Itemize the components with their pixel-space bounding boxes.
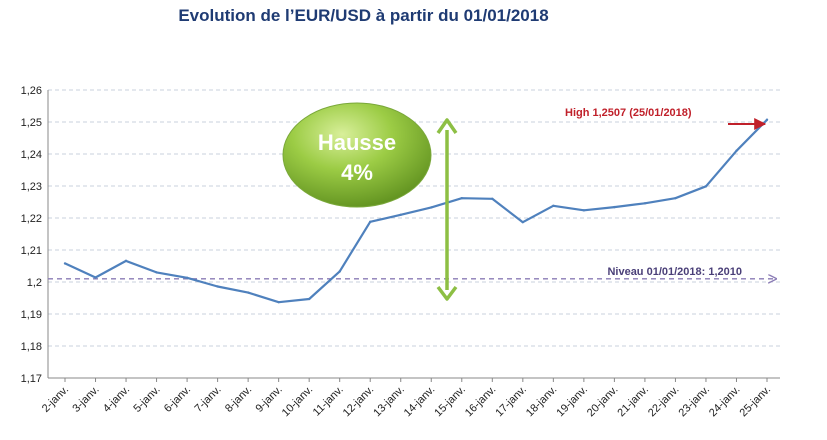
x-tick-label: 13-janv. (371, 384, 407, 420)
hausse-arrow (436, 118, 458, 301)
data-point (582, 209, 586, 212)
x-tick-labels: 2-janv. 3-janv. 4-janv. 5-janv. 6-janv. 7-jan… (40, 384, 773, 420)
data-point (552, 204, 555, 208)
x-tick-label: 2-janv. (40, 384, 71, 415)
data-point (460, 196, 463, 200)
data-point (643, 202, 647, 205)
data-point (185, 276, 189, 280)
data-point (246, 291, 250, 294)
y-tick-label: 1,18 (21, 341, 42, 353)
y-tick-label: 1,23 (21, 181, 42, 193)
reference-label: Niveau 01/01/2018: 1,2010 (607, 266, 742, 278)
x-tick-label: 19-janv. (554, 384, 590, 420)
x-tick-label: 4-janv. (101, 384, 132, 415)
x-tick-label: 14-janv. (402, 384, 438, 420)
x-tick-label: 7-janv. (192, 384, 223, 415)
high-annotation: High 1,2507 (25/01/2018) (565, 107, 767, 130)
x-tick-label: 20-janv. (585, 384, 621, 420)
y-tick-label: 1,24 (21, 149, 42, 161)
y-tick-label: 1,25 (21, 117, 42, 129)
y-tick-label: 1,19 (21, 309, 42, 321)
x-tick-label: 8-janv. (223, 384, 254, 415)
data-point (674, 196, 677, 200)
data-point (216, 285, 219, 288)
x-tick-label: 15-janv. (432, 384, 468, 420)
gridlines (48, 89, 780, 347)
y-tick-label: 1,22 (21, 213, 42, 225)
badge-line2: 4% (341, 160, 373, 185)
data-point (735, 149, 738, 152)
data-point (307, 297, 311, 301)
x-tick-label: 25-janv. (738, 384, 774, 420)
badge-line1: Hausse (318, 130, 396, 155)
y-tick-label: 1,17 (21, 373, 42, 385)
x-tick-label: 23-janv. (676, 384, 712, 420)
data-point (521, 220, 525, 224)
x-tick-label: 21-janv. (615, 384, 651, 420)
data-point (369, 220, 372, 224)
data-point (94, 276, 97, 279)
axes (47, 90, 780, 382)
data-point (63, 262, 67, 265)
data-point (430, 206, 433, 209)
x-tick-label: 6-janv. (162, 384, 193, 415)
high-label: High 1,2507 (25/01/2018) (565, 107, 692, 119)
data-point (124, 259, 128, 263)
arrow-down-icon (436, 285, 458, 301)
x-tick-label: 11-janv. (311, 384, 346, 419)
data-point (613, 205, 616, 209)
x-tick-label: 3-janv. (70, 384, 101, 415)
data-point (704, 185, 708, 188)
x-tick-label: 16-janv. (463, 384, 499, 420)
y-tick-label: 1,26 (21, 85, 42, 97)
x-tick-label: 12-janv. (341, 384, 377, 420)
arrow-up-icon (436, 118, 458, 134)
chart-title: Evolution de l’EUR/USD à partir du 01/01… (178, 6, 549, 25)
x-tick-label: 10-janv. (280, 384, 316, 420)
x-tick-label: 18-janv. (524, 384, 560, 420)
data-point (277, 300, 280, 304)
y-tick-label: 1,2 (27, 277, 42, 289)
x-tick-label: 17-janv. (493, 384, 529, 420)
data-point (338, 270, 341, 273)
data-point (765, 118, 769, 121)
y-tick-label: 1,21 (21, 245, 42, 257)
x-tick-label: 24-janv. (707, 384, 743, 420)
series-line (64, 119, 768, 304)
reference-level: Niveau 01/01/2018: 1,2010 (48, 266, 776, 279)
hausse-badge: Hausse 4% (282, 102, 432, 208)
x-tick-label: 5-janv. (131, 384, 162, 415)
data-point (399, 213, 402, 216)
y-tick-labels: 1,17 1,18 1,19 1,2 1,21 1,22 1,23 1,24 1,25 1,26 (21, 85, 42, 385)
data-point (155, 271, 158, 274)
badge-ellipse (282, 102, 432, 208)
x-tick-label: 22-janv. (646, 384, 682, 420)
series-layer (63, 118, 769, 304)
data-point (491, 197, 494, 200)
